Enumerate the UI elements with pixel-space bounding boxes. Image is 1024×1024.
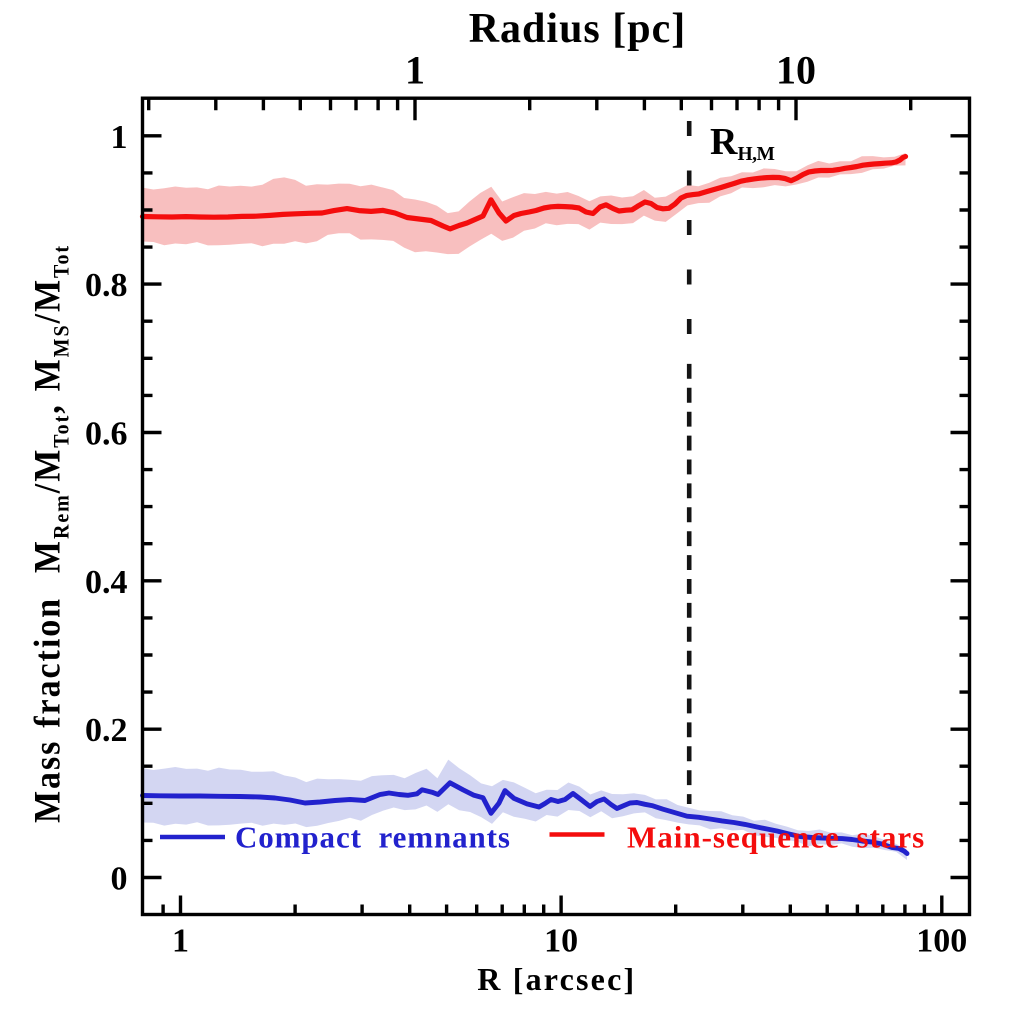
svg-text:10: 10 <box>776 48 816 93</box>
svg-text:Main-sequence stars: Main-sequence stars <box>627 820 925 855</box>
svg-text:1: 1 <box>111 119 128 156</box>
svg-text:100: 100 <box>916 923 967 960</box>
svg-text:0.2: 0.2 <box>85 712 128 749</box>
svg-text:0.6: 0.6 <box>85 416 128 453</box>
svg-text:1: 1 <box>405 48 425 93</box>
svg-text:0.4: 0.4 <box>85 564 128 601</box>
svg-text:Radius [pc]: Radius [pc] <box>469 6 687 52</box>
svg-text:0: 0 <box>111 861 128 898</box>
svg-text:1: 1 <box>172 923 189 960</box>
svg-text:10: 10 <box>544 923 578 960</box>
svg-text:R [arcsec]: R [arcsec] <box>477 961 636 997</box>
svg-text:Compact remnants: Compact remnants <box>235 820 511 855</box>
svg-text:0.8: 0.8 <box>85 267 128 304</box>
